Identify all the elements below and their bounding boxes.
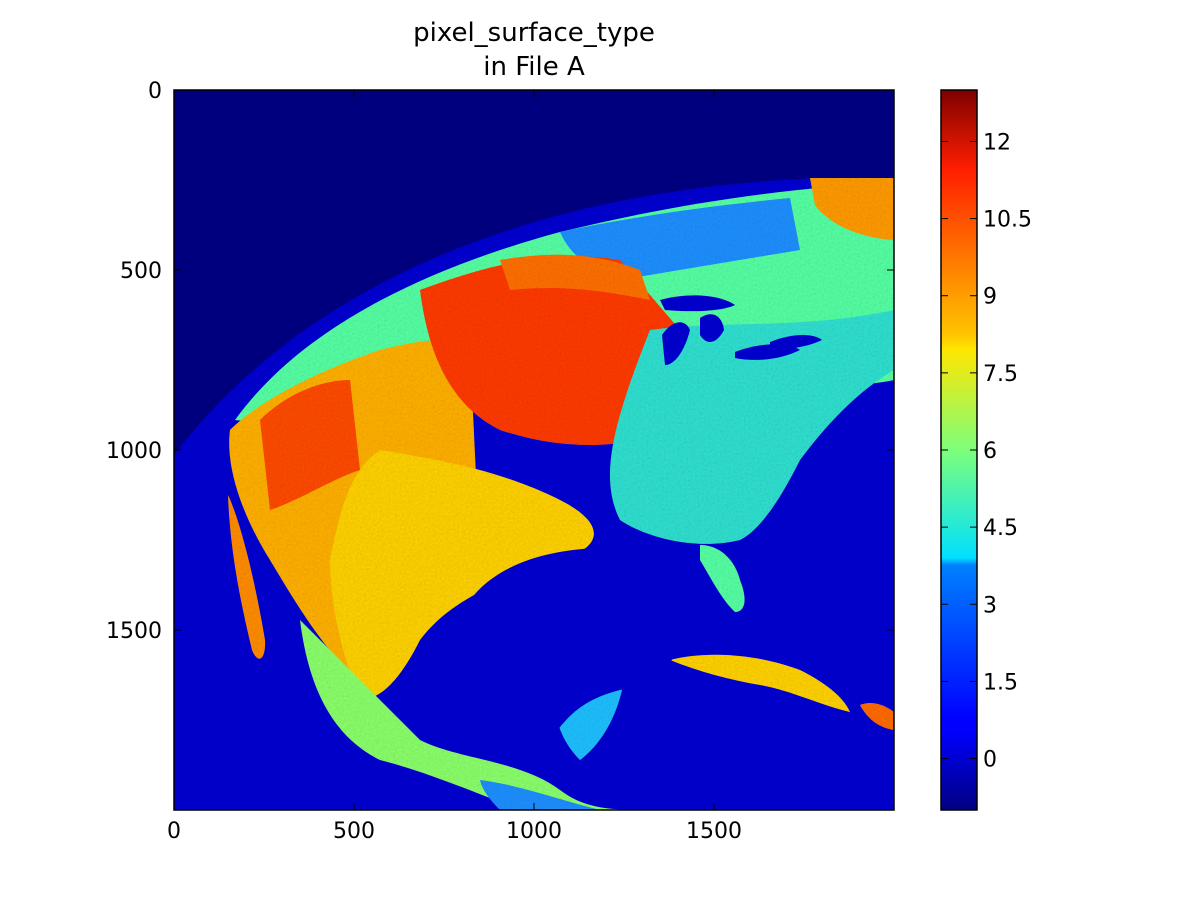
- plot-area: [174, 90, 894, 810]
- x-axis: 0 500 1000 1500: [167, 90, 742, 844]
- colorbar-tick-label: 12: [983, 130, 1011, 155]
- x-tick-label: 1500: [686, 819, 742, 844]
- x-tick-label: 500: [333, 819, 375, 844]
- y-tick-label: 0: [148, 79, 162, 104]
- colorbar-tick-label: 7.5: [983, 362, 1018, 387]
- gulf-of-mexico: [461, 547, 705, 762]
- colorbar-tick-label: 10.5: [983, 208, 1032, 233]
- colorbar-tick-label: 9: [983, 285, 997, 310]
- x-tick-label: 1000: [506, 819, 562, 844]
- y-tick-label: 1500: [106, 619, 162, 644]
- x-tick-label: 0: [167, 819, 181, 844]
- land-cover: [228, 178, 894, 810]
- y-tick-label: 500: [120, 259, 162, 284]
- chart-title-line-1: pixel_surface_type: [413, 18, 655, 48]
- colorbar-tick-label: 3: [983, 593, 997, 618]
- colorbar-ticks: 0 1.5 3 4.5 6 7.5 9 10.5 12: [941, 130, 1032, 773]
- colorbar-tick-label: 6: [983, 439, 997, 464]
- colorbar-tick-label: 4.5: [983, 516, 1018, 541]
- y-tick-label: 1000: [106, 439, 162, 464]
- colorbar-tick-label: 1.5: [983, 670, 1018, 695]
- chart-title-line-2: in File A: [483, 52, 585, 82]
- great-lakes: [660, 295, 822, 365]
- colorbar-tick-label: 0: [983, 748, 997, 773]
- y-axis: 0 500 1000 1500: [106, 79, 894, 644]
